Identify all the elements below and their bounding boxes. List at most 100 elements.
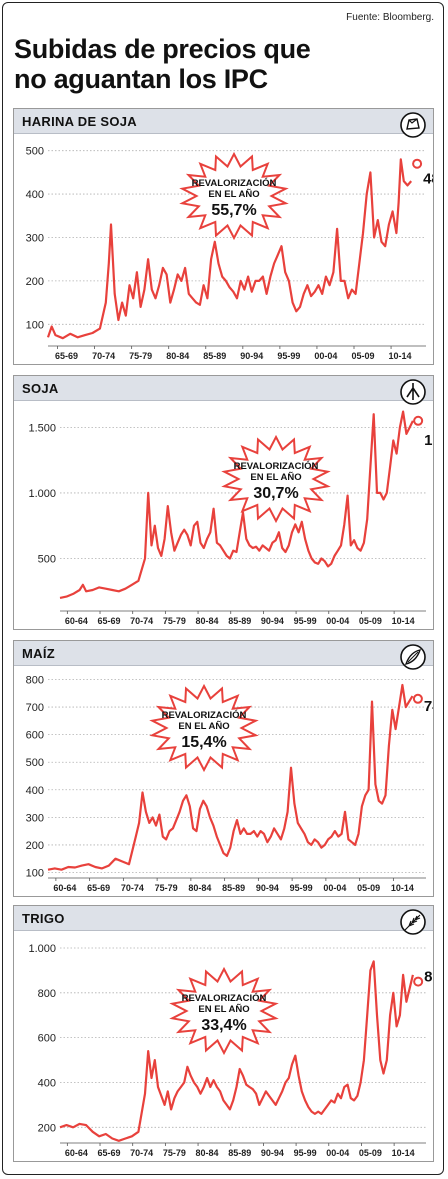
chart-soja: 500 1.000 1.500 60-64 65-69 70-74 75-79 80-84 85… [28,410,433,626]
panel-title: HARINA DE SOJA [22,114,137,129]
x-tick-label: 85-89 [203,351,226,361]
badge-line-2: EN EL AÑO [198,1004,249,1015]
x-tick-label: 95-99 [294,1148,317,1158]
x-tick-label: 70-74 [92,351,115,361]
x-tick-label: 05-09 [359,616,382,626]
x-tick-label: 05-09 [359,1148,382,1158]
y-tick-label: 800 [38,988,56,1000]
y-tick-label: 200 [26,276,44,288]
badge-starburst [169,966,279,1056]
x-tick-label: 75-79 [129,351,152,361]
panel-title: SOJA [22,381,59,396]
badge-percentage: 55,7% [211,202,256,219]
x-tick-label: 90-94 [256,883,279,893]
x-tick-label: 85-89 [228,616,251,626]
x-tick-label: 65-69 [98,1148,121,1158]
x-tick-label: 10-14 [392,1148,415,1158]
y-tick-label: 500 [26,146,44,158]
x-tick-label: 70-74 [130,616,153,626]
last-value-label: 869 [424,969,433,986]
y-tick-label: 400 [38,1077,56,1089]
y-tick-label: 300 [26,232,44,244]
y-tick-label: 300 [26,812,44,824]
last-value-label: 481 [423,171,433,188]
badge-line-1: REVALORIZACIÓN [234,460,319,472]
corn-leaf-icon [400,644,426,670]
x-tick-label: 95-99 [277,351,300,361]
x-tick-label: 95-99 [290,883,313,893]
badge-percentage: 33,4% [201,1017,246,1034]
x-tick-label: 65-69 [55,351,78,361]
price-series-line [46,158,413,340]
x-tick-label: 90-94 [261,1148,284,1158]
y-tick-label: 600 [38,1033,56,1045]
infographic-title: Subidas de precios que no aguantan los I… [14,34,311,94]
x-tick-label: 75-79 [163,616,186,626]
y-tick-label: 200 [38,1122,56,1134]
x-tick-label: 95-99 [294,616,317,626]
y-tick-label: 600 [26,730,44,742]
panel-maiz: MAÍZ 100 200 300 400 500 600 700 800 60-64 65-69 7… [13,640,434,897]
x-tick-label: 60-64 [65,616,88,626]
y-tick-label: 500 [38,554,56,566]
x-tick-label: 80-84 [188,883,211,893]
x-tick-label: 10-14 [392,616,415,626]
panel-title: MAÍZ [22,646,55,661]
x-tick-label: 80-84 [196,1148,219,1158]
wheat-icon [400,909,426,935]
soy-meal-bag-icon [400,112,426,138]
x-tick-label: 90-94 [261,616,284,626]
x-tick-label: 00-04 [314,351,337,361]
last-value-label: 1.567 [424,432,433,449]
badge-percentage: 15,4% [181,734,226,751]
panel-header: HARINA DE SOJA [14,109,433,138]
x-tick-label: 80-84 [196,616,219,626]
x-tick-label: 70-74 [121,883,144,893]
x-tick-label: 70-74 [130,1148,153,1158]
y-tick-label: 100 [26,319,44,331]
y-tick-label: 1.000 [28,488,56,500]
badge-line-1: REVALORIZACIÓN [162,709,247,721]
panel-title: TRIGO [22,911,65,926]
badge-starburst [179,151,289,241]
panel-soja: SOJA 500 1.000 1.500 60-64 65-69 70-74 75-79 80… [13,375,434,630]
panel-header: MAÍZ [14,641,433,670]
last-value-marker [412,693,423,704]
soybean-plant-icon [400,379,426,405]
x-tick-label: 00-04 [326,616,349,626]
badge-starburst [221,434,331,524]
badge-line-1: REVALORIZACIÓN [182,992,267,1004]
x-tick-label: 60-64 [65,1148,88,1158]
x-tick-label: 90-94 [240,351,263,361]
badge-line-2: EN EL AÑO [250,472,301,483]
x-tick-label: 75-79 [155,883,178,893]
last-value-marker [413,976,424,987]
panel-header: TRIGO [14,906,433,935]
y-tick-label: 400 [26,189,44,201]
y-tick-label: 1.500 [28,422,56,434]
x-tick-label: 75-79 [163,1148,186,1158]
x-tick-label: 10-14 [389,351,412,361]
x-tick-label: 05-09 [351,351,374,361]
y-tick-label: 100 [26,867,44,879]
x-tick-label: 60-64 [53,883,76,893]
x-tick-label: 00-04 [323,883,346,893]
chart-trigo: 200 400 600 800 1.000 60-64 65-69 70-74 75-79 80-… [28,943,433,1158]
badge-percentage: 30,7% [253,485,298,502]
last-value-marker [412,158,423,169]
price-series-line [59,960,414,1142]
y-tick-label: 1.000 [28,943,56,955]
x-tick-label: 85-89 [228,1148,251,1158]
y-tick-label: 700 [26,702,44,714]
y-tick-label: 500 [26,757,44,769]
x-tick-label: 80-84 [166,351,189,361]
last-value-marker [413,415,424,426]
x-tick-label: 85-89 [222,883,245,893]
y-tick-label: 800 [26,675,44,687]
x-tick-label: 65-69 [87,883,110,893]
source-note: Fuente: Bloomberg. [346,12,434,23]
price-series-line [59,410,414,599]
badge-starburst [149,683,259,773]
last-value-label: 746 [424,698,433,715]
badge-line-2: EN EL AÑO [178,721,229,732]
